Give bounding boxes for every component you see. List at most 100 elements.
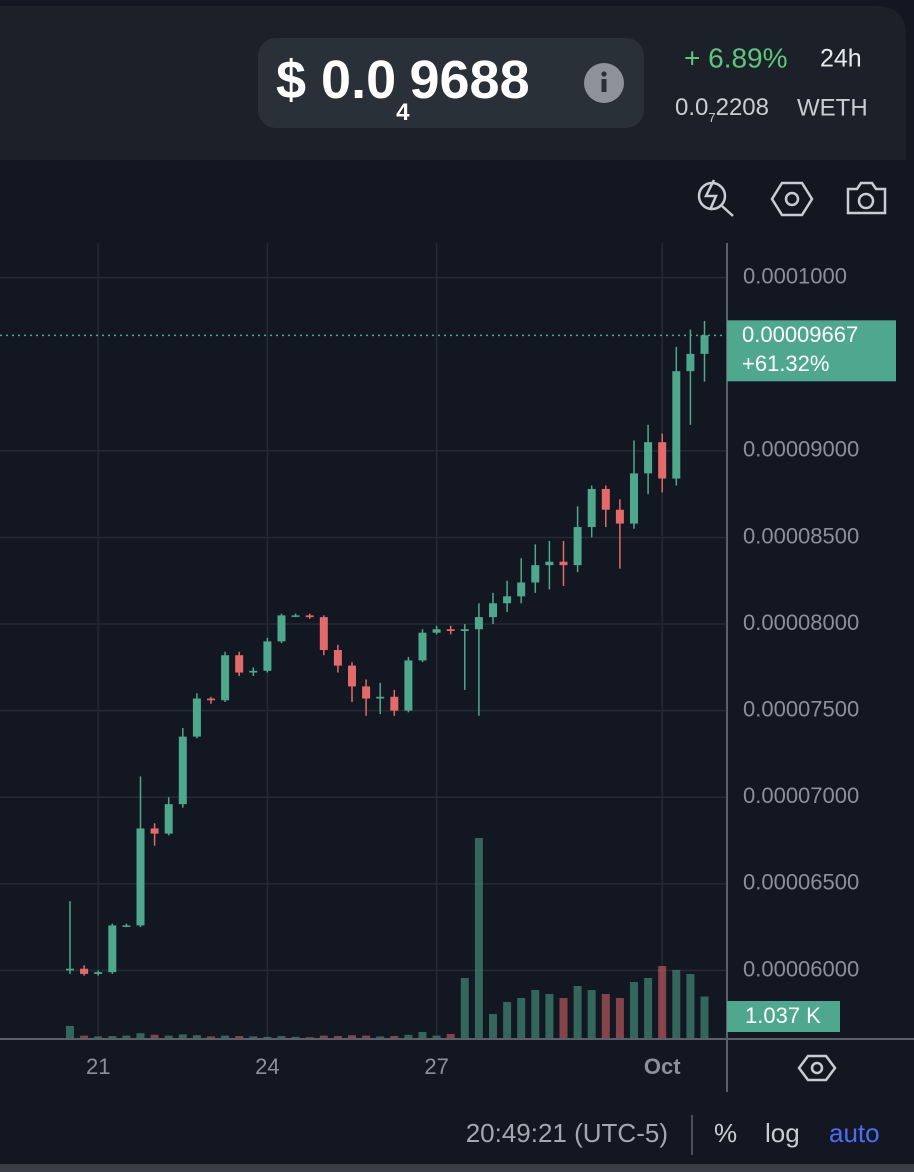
candle-body (404, 660, 413, 711)
candle-body (644, 442, 653, 474)
candle-body (263, 641, 272, 671)
volume-tag-label: 1.037 K (745, 1003, 821, 1028)
zoom-icon[interactable] (697, 179, 734, 217)
volume-bar (418, 1032, 427, 1038)
volume-bar (587, 990, 596, 1038)
candle-body (376, 696, 385, 699)
volume-bar (108, 1036, 117, 1038)
axis-settings-center (810, 1061, 824, 1075)
volume-bar (545, 994, 554, 1038)
candle-body (333, 650, 342, 666)
volume-bar (432, 1035, 441, 1038)
weth-price: 0.072208 (675, 94, 769, 125)
bottom-bar (0, 1164, 914, 1172)
volume-bar (474, 838, 483, 1038)
log-toggle[interactable]: log (765, 1118, 800, 1148)
candle-body (446, 629, 455, 631)
y-tick-label: 0.00006000 (743, 956, 859, 981)
volume-bar (559, 998, 568, 1038)
weth-unit: WETH (797, 94, 868, 121)
info-icon-bar (601, 79, 607, 92)
candle-body (178, 736, 187, 805)
candle-body (615, 509, 624, 524)
volume-bar (644, 978, 653, 1038)
candle-body (192, 698, 201, 737)
volume-bar (277, 1036, 286, 1038)
volume-bar (80, 1035, 89, 1038)
axis-settings-icon[interactable] (797, 1054, 837, 1082)
candle-body (94, 972, 103, 974)
candle-body (348, 665, 356, 687)
candle-body (362, 686, 371, 699)
volume-bar (249, 1036, 258, 1038)
volume-bar (531, 990, 540, 1038)
candle-body (672, 371, 681, 479)
candle-body (207, 698, 215, 701)
volume-bar (503, 1002, 512, 1038)
volume-bar (235, 1036, 244, 1038)
candle-body (460, 629, 469, 631)
volume-bar (615, 998, 624, 1038)
x-tick-label: 21 (86, 1054, 110, 1079)
price-tag (727, 320, 896, 382)
volume-bar (404, 1034, 413, 1038)
percent-toggle[interactable]: % (714, 1118, 737, 1148)
camera-icon[interactable] (846, 181, 887, 215)
candle-body (587, 488, 596, 528)
price-tag-change: +61.32% (742, 351, 829, 376)
toolbar (697, 179, 887, 217)
candle-body (545, 561, 554, 566)
volume-bar (221, 1035, 230, 1038)
volume-bar (489, 1014, 497, 1038)
x-tick-label: 24 (255, 1054, 279, 1079)
candle-body (658, 442, 667, 479)
volume-bar (136, 1033, 145, 1038)
plot (0, 243, 727, 1038)
candle-body (249, 670, 258, 673)
y-tick-label: 0.00007500 (743, 696, 859, 721)
clock: 20:49:21 (UTC-5) (466, 1118, 668, 1148)
candle-body (686, 353, 695, 372)
volume-bar (630, 982, 638, 1038)
volume-bar (263, 1036, 272, 1038)
y-tick-label: 0.00008000 (743, 610, 859, 635)
candle-body (517, 582, 526, 597)
candle-body (235, 655, 244, 673)
volume-bar (517, 998, 526, 1038)
volume-bar (601, 994, 610, 1038)
volume-bar (207, 1036, 215, 1038)
candle-body (122, 925, 131, 927)
candle-body (489, 603, 497, 618)
volume-bar (362, 1035, 371, 1038)
volume-bar (700, 996, 709, 1038)
volume-bar (672, 970, 681, 1038)
volume-bar (150, 1034, 159, 1038)
candle-body (277, 615, 286, 642)
auto-toggle[interactable]: auto (829, 1118, 880, 1148)
candle-body (80, 968, 89, 974)
candle-body (559, 561, 568, 566)
candle-body (531, 565, 540, 583)
candle-body (150, 828, 159, 834)
volume-bar (333, 1036, 342, 1038)
volume-bar (164, 1035, 173, 1038)
candle-body (630, 473, 638, 524)
y-tick-label: 0.00006500 (743, 870, 859, 895)
x-tick-label: Oct (644, 1054, 681, 1079)
volume-bar (178, 1034, 187, 1038)
period: 24h (820, 45, 862, 73)
volume-bar (658, 966, 667, 1038)
candle-body (503, 596, 512, 604)
volume-bar (319, 1035, 328, 1038)
y-tick-label: 0.00009000 (743, 437, 859, 462)
candle-body (305, 615, 314, 618)
volume-bar (390, 1036, 399, 1038)
y-tick-label: 0.00007000 (743, 783, 859, 808)
settings-icon[interactable] (770, 181, 814, 217)
volume-bar (686, 974, 695, 1038)
y-tick-label: 0.00008500 (743, 523, 859, 548)
price-tag-value: 0.00009667 (742, 322, 858, 347)
volume-bar (305, 1037, 314, 1038)
candle-body (432, 629, 441, 633)
